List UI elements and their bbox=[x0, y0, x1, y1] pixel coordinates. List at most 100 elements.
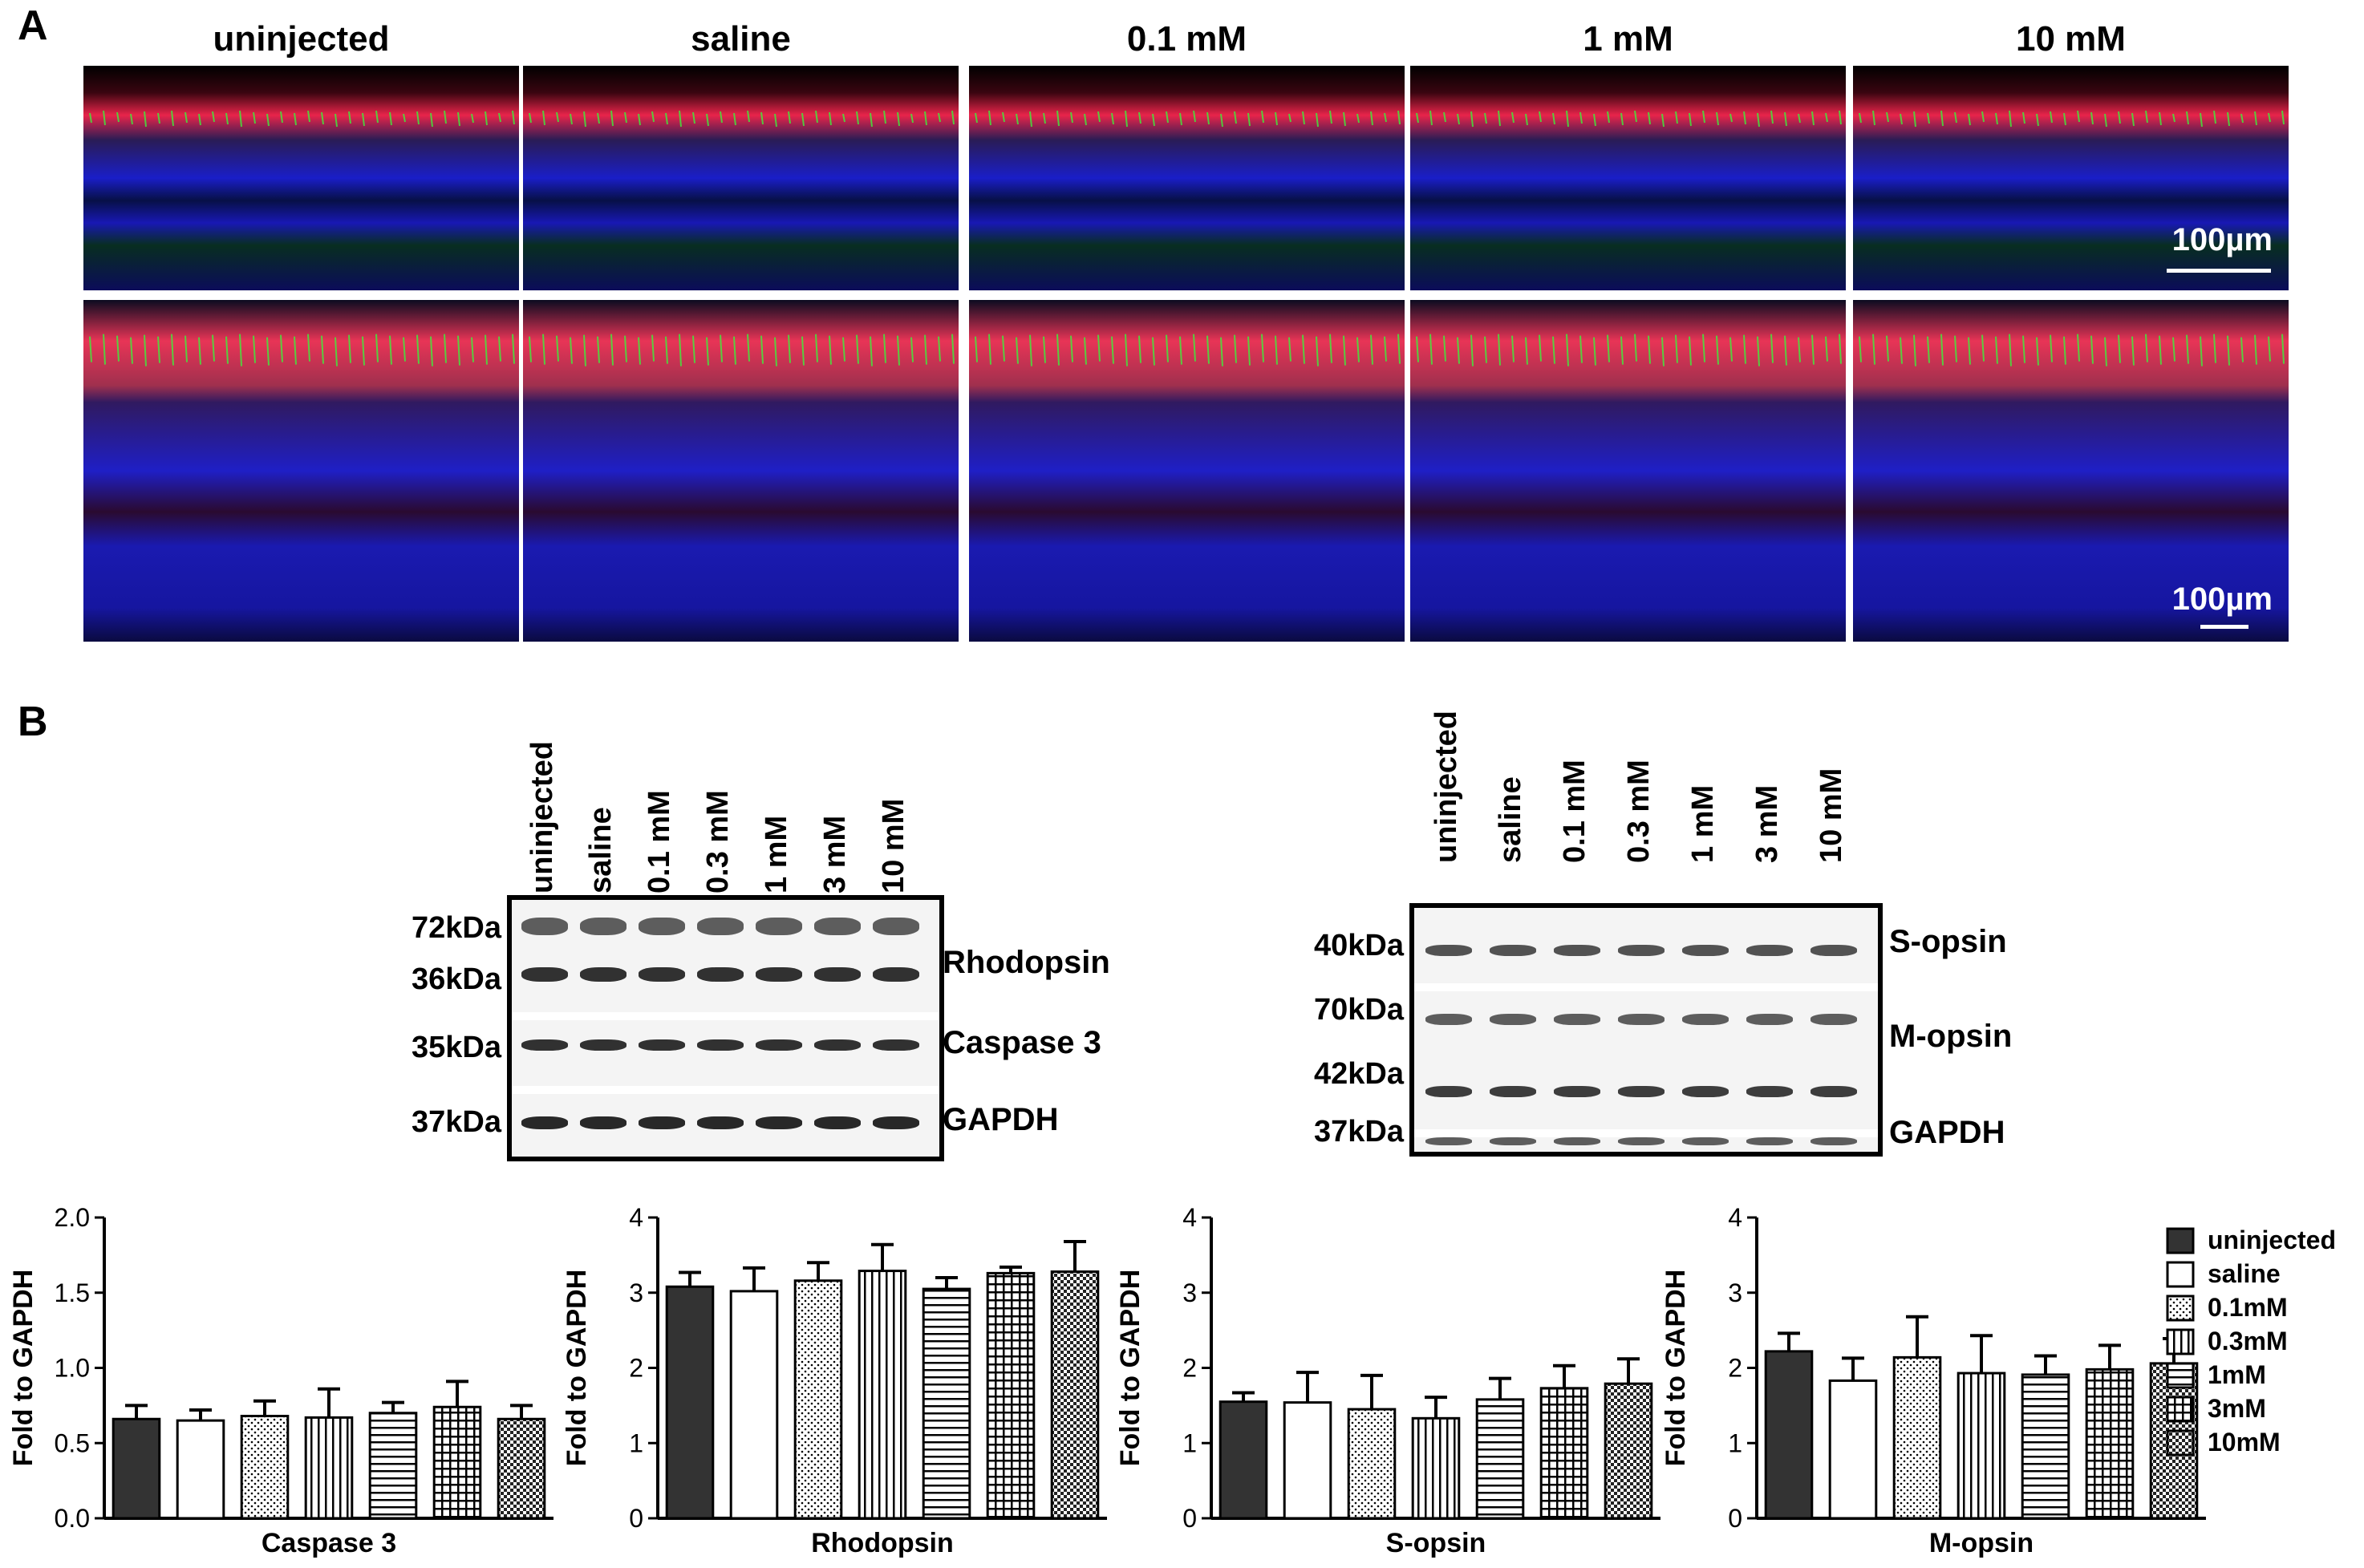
bar-saline bbox=[1283, 1401, 1332, 1520]
blot-band bbox=[873, 918, 919, 935]
blot-band bbox=[521, 967, 568, 982]
retina-micrograph bbox=[83, 66, 519, 290]
x-axis-label: M-opsin bbox=[1929, 1528, 2034, 1558]
kda-label: 35kDa bbox=[412, 1031, 501, 1064]
legend-label: 0.1mM bbox=[2208, 1293, 2288, 1322]
x-axis-label: Caspase 3 bbox=[262, 1528, 396, 1558]
protein-label: S-opsin bbox=[1889, 924, 2007, 959]
blot-band bbox=[1490, 945, 1536, 956]
bar-0.3mM bbox=[304, 1416, 354, 1520]
legend-label: 1mM bbox=[2208, 1360, 2266, 1389]
retina-micrograph bbox=[83, 300, 519, 642]
blot-band bbox=[697, 918, 744, 935]
blot-band bbox=[1618, 945, 1665, 956]
bar-chart-caspase-3: 0.0 0.5 1.0 1.5 2.0 Fold to GAPDH Caspase 3 bbox=[0, 1203, 578, 1568]
y-tick-label: 0.0 bbox=[55, 1504, 90, 1533]
bar-1mM bbox=[922, 1287, 971, 1520]
y-tick-label: 2 bbox=[1182, 1354, 1197, 1383]
blot-left-image bbox=[507, 895, 944, 1161]
y-tick-label: 1 bbox=[629, 1428, 643, 1457]
blot-band bbox=[1682, 1086, 1729, 1097]
blot-band bbox=[1490, 1014, 1536, 1025]
retina-micrograph bbox=[969, 66, 1405, 290]
y-tick-label: 1 bbox=[1728, 1428, 1742, 1457]
blot-band bbox=[1425, 1086, 1472, 1097]
x-axis-label: S-opsin bbox=[1386, 1528, 1486, 1558]
y-axis-label: Fold to GAPDH bbox=[1115, 1270, 1146, 1467]
column-header: 0.1 mM bbox=[1126, 19, 1247, 59]
lane-label: 3 mM bbox=[1750, 784, 1784, 863]
panel-a-letter: A bbox=[18, 2, 48, 49]
bar-uninjected bbox=[665, 1285, 715, 1520]
y-tick-label: 2 bbox=[629, 1354, 643, 1383]
bar-saline bbox=[176, 1419, 225, 1520]
blot-band bbox=[639, 967, 685, 982]
bar-saline bbox=[1828, 1379, 1878, 1520]
y-tick-label: 3 bbox=[629, 1278, 643, 1307]
blot-band bbox=[873, 1039, 919, 1051]
x-axis-label: Rhodopsin bbox=[811, 1528, 954, 1558]
legend-label: 3mM bbox=[2208, 1394, 2266, 1423]
column-header: 1 mM bbox=[1583, 19, 1673, 59]
bar-0.3mM bbox=[858, 1270, 907, 1520]
retina-micrograph bbox=[523, 300, 959, 642]
bar-3mM bbox=[432, 1405, 482, 1520]
bar-3mM bbox=[1539, 1387, 1589, 1520]
retina-micrograph bbox=[1410, 66, 1846, 290]
blot-band bbox=[1618, 1137, 1665, 1145]
y-tick-label: 4 bbox=[629, 1203, 643, 1232]
bar-3mM bbox=[986, 1271, 1036, 1520]
kda-label: 37kDa bbox=[1314, 1115, 1404, 1149]
blot-separator bbox=[512, 1012, 939, 1020]
blot-band bbox=[1554, 945, 1600, 956]
lane-label: saline bbox=[1494, 776, 1527, 863]
blot-band bbox=[521, 918, 568, 935]
y-tick-label: 4 bbox=[1182, 1203, 1197, 1232]
lane-label: 10 mM bbox=[1815, 768, 1848, 863]
legend-swatch bbox=[2166, 1396, 2195, 1423]
blot-band bbox=[1554, 1137, 1600, 1145]
protein-label: GAPDH bbox=[943, 1102, 1059, 1137]
blot-band bbox=[697, 967, 744, 982]
blot-band bbox=[639, 1039, 685, 1051]
bar-chart-rhodopsin: 0 1 2 3 4 Fold to GAPDH Rhodopsin bbox=[553, 1203, 1131, 1568]
y-tick-label: 0 bbox=[1728, 1504, 1742, 1533]
blot-band bbox=[697, 1116, 744, 1129]
bar-saline bbox=[729, 1290, 779, 1520]
scale-bar bbox=[2200, 625, 2248, 629]
blot-band bbox=[1425, 945, 1472, 956]
blot-band bbox=[1618, 1086, 1665, 1097]
lane-label: saline bbox=[584, 807, 618, 893]
kda-label: 70kDa bbox=[1314, 993, 1404, 1027]
bar-0.3mM bbox=[1411, 1416, 1461, 1520]
lane-label: 1 mM bbox=[1686, 784, 1720, 863]
blot-band bbox=[580, 918, 626, 935]
kda-label: 42kDa bbox=[1314, 1057, 1404, 1091]
blot-band bbox=[521, 1039, 568, 1051]
bar-1mM bbox=[2021, 1373, 2070, 1520]
column-header: 10 mM bbox=[2016, 19, 2126, 59]
blot-band bbox=[1746, 945, 1793, 956]
y-axis-label: Fold to GAPDH bbox=[8, 1270, 39, 1467]
y-tick-label: 0 bbox=[1182, 1504, 1197, 1533]
blot-band bbox=[756, 918, 802, 935]
blot-band bbox=[1490, 1137, 1536, 1145]
kda-label: 40kDa bbox=[1314, 929, 1404, 962]
y-tick-label: 1 bbox=[1182, 1428, 1197, 1457]
legend-swatch bbox=[2166, 1328, 2195, 1355]
bar-3mM bbox=[2085, 1367, 2135, 1520]
bar-chart-s-opsin: 0 1 2 3 4 Fold to GAPDH S-opsin bbox=[1107, 1203, 1685, 1568]
y-tick-label: 2.0 bbox=[55, 1203, 90, 1232]
blot-band bbox=[1682, 1014, 1729, 1025]
legend-label: saline bbox=[2208, 1259, 2281, 1288]
bar-uninjected bbox=[1218, 1400, 1268, 1520]
protein-label: Rhodopsin bbox=[943, 945, 1110, 980]
legend-swatch bbox=[2166, 1295, 2195, 1322]
bar-0.1mM bbox=[240, 1415, 290, 1520]
blot-band bbox=[873, 967, 919, 982]
retina-micrograph bbox=[523, 66, 959, 290]
legend-swatch bbox=[2166, 1429, 2195, 1457]
bar-uninjected bbox=[1764, 1350, 1814, 1520]
blot-band bbox=[814, 918, 861, 935]
blot-separator bbox=[1414, 983, 1878, 991]
